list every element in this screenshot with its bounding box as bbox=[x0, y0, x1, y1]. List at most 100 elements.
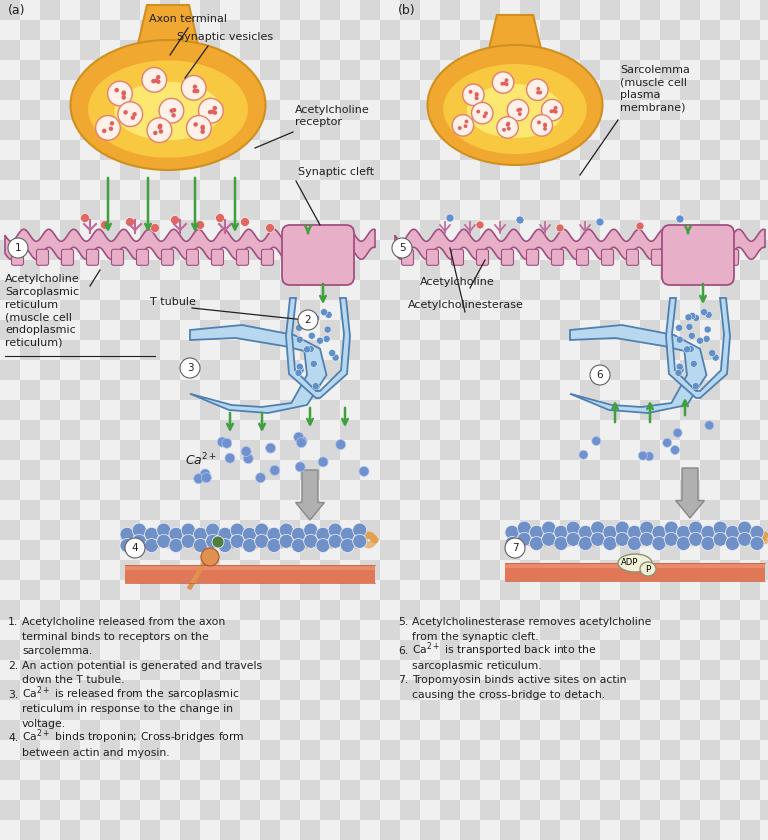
Bar bbox=[240, 400, 260, 420]
Circle shape bbox=[497, 117, 518, 138]
Bar bbox=[300, 600, 320, 620]
Bar bbox=[460, 540, 480, 560]
Bar bbox=[140, 560, 160, 580]
Bar bbox=[680, 160, 700, 180]
Circle shape bbox=[615, 521, 629, 535]
Bar bbox=[220, 500, 240, 520]
Bar bbox=[560, 800, 580, 820]
Bar bbox=[440, 100, 460, 120]
Bar bbox=[100, 80, 120, 100]
Bar bbox=[20, 360, 40, 380]
Bar bbox=[140, 280, 160, 300]
Bar bbox=[620, 800, 640, 820]
Bar bbox=[480, 620, 500, 640]
Circle shape bbox=[208, 110, 212, 114]
Bar bbox=[160, 740, 180, 760]
Bar bbox=[460, 300, 480, 320]
Bar bbox=[600, 300, 620, 320]
Bar bbox=[260, 480, 280, 500]
Bar bbox=[360, 240, 380, 260]
Bar bbox=[240, 40, 260, 60]
Bar bbox=[100, 620, 120, 640]
Bar bbox=[340, 260, 360, 280]
Circle shape bbox=[663, 438, 672, 447]
Bar bbox=[240, 360, 260, 380]
Bar bbox=[600, 20, 620, 40]
Bar bbox=[520, 540, 540, 560]
Circle shape bbox=[475, 92, 478, 96]
Bar bbox=[460, 580, 480, 600]
FancyBboxPatch shape bbox=[211, 249, 223, 265]
Bar bbox=[480, 700, 500, 720]
Bar bbox=[505, 563, 765, 581]
Circle shape bbox=[529, 537, 544, 550]
Bar bbox=[0, 80, 20, 100]
Bar bbox=[380, 140, 400, 160]
Bar bbox=[0, 400, 20, 420]
Bar bbox=[40, 780, 60, 800]
Bar bbox=[320, 460, 340, 480]
Bar bbox=[700, 640, 720, 660]
FancyBboxPatch shape bbox=[137, 249, 148, 265]
Bar bbox=[60, 560, 80, 580]
Circle shape bbox=[210, 109, 215, 114]
Circle shape bbox=[213, 110, 217, 115]
Bar bbox=[80, 40, 100, 60]
Bar bbox=[720, 680, 740, 700]
Circle shape bbox=[685, 314, 692, 321]
Text: 1: 1 bbox=[15, 243, 22, 253]
Bar bbox=[60, 20, 80, 40]
Bar bbox=[100, 700, 120, 720]
Bar bbox=[540, 580, 560, 600]
Bar bbox=[380, 700, 400, 720]
Bar bbox=[300, 240, 320, 260]
Bar bbox=[480, 520, 500, 540]
Bar bbox=[760, 340, 768, 360]
Bar bbox=[600, 560, 620, 580]
Bar bbox=[580, 700, 600, 720]
Circle shape bbox=[328, 534, 343, 549]
Bar bbox=[40, 220, 60, 240]
Bar bbox=[520, 480, 540, 500]
Bar bbox=[400, 420, 420, 440]
Bar bbox=[20, 820, 40, 840]
Bar bbox=[500, 60, 520, 80]
Bar bbox=[680, 40, 700, 60]
Bar bbox=[60, 40, 80, 60]
Bar bbox=[620, 80, 640, 100]
Bar bbox=[560, 100, 580, 120]
Bar bbox=[400, 140, 420, 160]
Circle shape bbox=[645, 452, 654, 461]
Text: 7.: 7. bbox=[398, 675, 409, 685]
Bar bbox=[620, 400, 640, 420]
Bar bbox=[720, 380, 740, 400]
FancyArrow shape bbox=[296, 470, 324, 520]
Circle shape bbox=[240, 218, 250, 227]
Bar bbox=[480, 320, 500, 340]
Bar bbox=[520, 80, 540, 100]
Bar bbox=[220, 300, 240, 320]
Bar bbox=[80, 240, 100, 260]
Bar bbox=[600, 160, 620, 180]
Bar bbox=[680, 760, 700, 780]
Bar bbox=[180, 160, 200, 180]
Bar bbox=[40, 700, 60, 720]
Circle shape bbox=[750, 537, 764, 550]
Bar bbox=[300, 520, 320, 540]
Bar bbox=[760, 260, 768, 280]
Bar bbox=[500, 560, 520, 580]
Bar bbox=[60, 340, 80, 360]
Bar bbox=[180, 500, 200, 520]
Bar bbox=[300, 120, 320, 140]
Bar bbox=[720, 480, 740, 500]
Bar bbox=[760, 100, 768, 120]
Bar bbox=[200, 340, 220, 360]
Circle shape bbox=[502, 128, 506, 132]
Bar bbox=[320, 560, 340, 580]
FancyBboxPatch shape bbox=[577, 249, 588, 265]
Bar bbox=[580, 580, 600, 600]
Bar bbox=[180, 360, 200, 380]
Bar bbox=[120, 200, 140, 220]
Circle shape bbox=[705, 421, 713, 430]
Bar bbox=[500, 120, 520, 140]
